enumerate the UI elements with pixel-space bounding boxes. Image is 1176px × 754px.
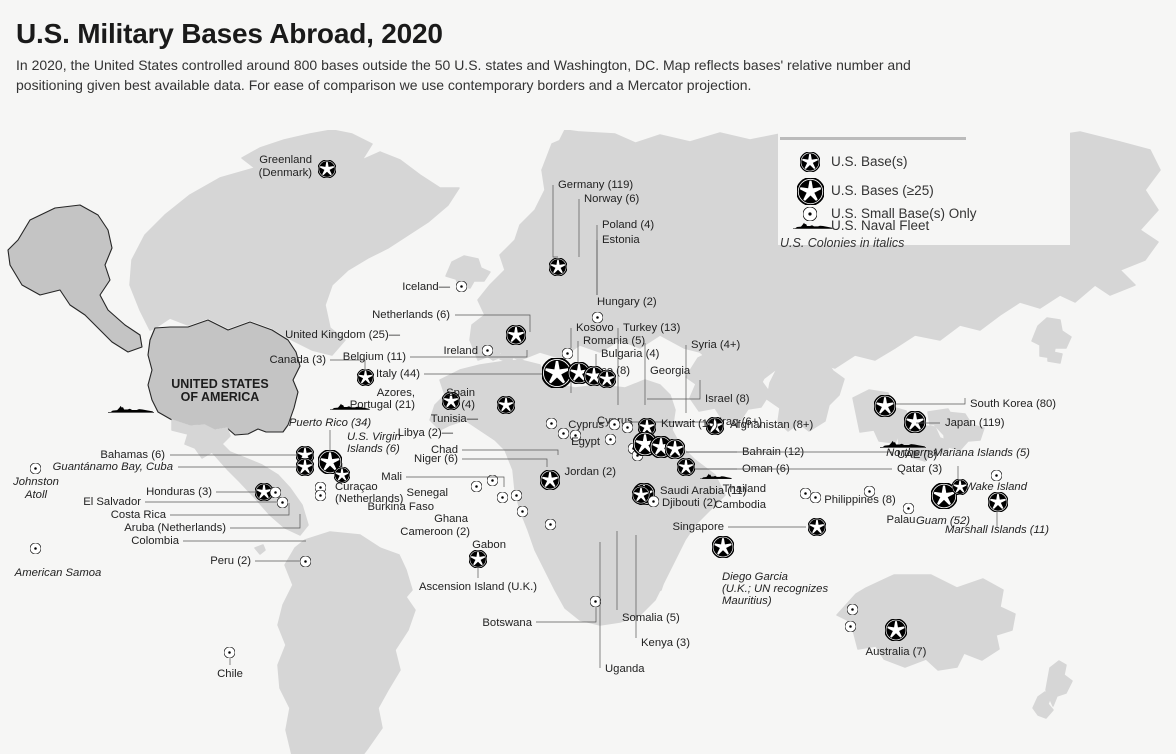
svg-text:Netherlands (6): Netherlands (6) bbox=[372, 309, 450, 321]
svg-text:Guantánamo Bay, Cuba: Guantánamo Bay, Cuba bbox=[53, 461, 173, 473]
svg-text:Peru (2): Peru (2) bbox=[210, 555, 251, 567]
svg-text:Kuwait (10): Kuwait (10) bbox=[661, 418, 718, 430]
svg-text:Chile: Chile bbox=[217, 668, 243, 680]
svg-text:Greenland: Greenland bbox=[259, 154, 312, 166]
svg-text:Israel (8): Israel (8) bbox=[705, 393, 750, 405]
svg-text:Wake Island: Wake Island bbox=[965, 481, 1028, 493]
svg-text:U.S. Colonies in italics: U.S. Colonies in italics bbox=[780, 236, 904, 250]
svg-text:U.S. Virgin: U.S. Virgin bbox=[347, 431, 401, 443]
svg-text:Ireland: Ireland bbox=[443, 345, 478, 357]
svg-text:Philippines (8): Philippines (8) bbox=[824, 494, 896, 506]
svg-text:Diego Garcia: Diego Garcia bbox=[722, 571, 788, 583]
svg-text:Gabon: Gabon bbox=[472, 539, 506, 551]
svg-text:Palau: Palau bbox=[887, 514, 916, 526]
svg-text:Honduras (3): Honduras (3) bbox=[146, 486, 212, 498]
svg-text:U.S. Base(s): U.S. Base(s) bbox=[831, 154, 908, 169]
svg-text:Ascension Island (U.K.): Ascension Island (U.K.) bbox=[419, 581, 537, 593]
svg-text:Libya (2)—: Libya (2)— bbox=[398, 427, 454, 439]
svg-text:Iceland—: Iceland— bbox=[402, 281, 450, 293]
svg-text:Tunisia—: Tunisia— bbox=[431, 413, 479, 425]
svg-text:OF AMERICA: OF AMERICA bbox=[181, 390, 260, 404]
svg-text:Puerto Rico (34): Puerto Rico (34) bbox=[289, 417, 371, 429]
svg-text:El Salvador: El Salvador bbox=[83, 496, 141, 508]
svg-text:U.S. Bases (≥25): U.S. Bases (≥25) bbox=[831, 183, 934, 198]
svg-text:Poland (4): Poland (4) bbox=[602, 219, 654, 231]
svg-text:Senegal: Senegal bbox=[407, 487, 448, 499]
svg-text:Egypt: Egypt bbox=[571, 436, 601, 448]
svg-text:Niger (6): Niger (6) bbox=[414, 453, 458, 465]
svg-text:Mali: Mali bbox=[381, 471, 402, 483]
svg-text:Burkina Faso: Burkina Faso bbox=[367, 501, 434, 513]
svg-text:Northern Mariana Islands (5): Northern Mariana Islands (5) bbox=[886, 447, 1030, 459]
svg-text:Kenya (3): Kenya (3) bbox=[641, 637, 690, 649]
svg-text:Jordan (2): Jordan (2) bbox=[565, 466, 617, 478]
svg-text:Cameroon (2): Cameroon (2) bbox=[400, 526, 470, 538]
svg-text:Azores,: Azores, bbox=[377, 387, 415, 399]
svg-text:Bulgaria (4): Bulgaria (4) bbox=[601, 348, 660, 360]
svg-text:Curaçao: Curaçao bbox=[335, 481, 378, 493]
svg-text:Atoll: Atoll bbox=[24, 489, 47, 501]
svg-text:Afghanistan (8+): Afghanistan (8+) bbox=[730, 419, 813, 431]
svg-text:Belgium (11): Belgium (11) bbox=[343, 351, 406, 363]
svg-text:Aruba (Netherlands): Aruba (Netherlands) bbox=[124, 522, 226, 534]
svg-text:Qatar (3): Qatar (3) bbox=[897, 463, 942, 475]
svg-text:Hungary (2): Hungary (2) bbox=[597, 296, 657, 308]
svg-text:UNITED STATES: UNITED STATES bbox=[171, 377, 268, 391]
svg-text:Cambodia: Cambodia bbox=[715, 499, 767, 511]
svg-text:United Kingdom (25)—: United Kingdom (25)— bbox=[285, 329, 401, 341]
svg-text:Romania (5): Romania (5) bbox=[583, 335, 645, 347]
svg-text:Bahamas (6): Bahamas (6) bbox=[100, 449, 165, 461]
svg-text:Uganda: Uganda bbox=[605, 663, 645, 675]
svg-text:Australia (7): Australia (7) bbox=[866, 646, 927, 658]
svg-text:(U.K.; UN recognizes: (U.K.; UN recognizes bbox=[722, 583, 828, 595]
svg-text:Estonia: Estonia bbox=[602, 234, 640, 246]
svg-text:Islands (6): Islands (6) bbox=[347, 443, 400, 455]
svg-text:Cyprus: Cyprus bbox=[568, 419, 604, 431]
svg-text:Italy (44): Italy (44) bbox=[376, 368, 420, 380]
svg-text:Germany (119): Germany (119) bbox=[558, 179, 633, 191]
svg-text:Canada (3): Canada (3) bbox=[269, 354, 326, 366]
svg-text:Ghana: Ghana bbox=[434, 513, 469, 525]
svg-text:Spain: Spain bbox=[446, 387, 475, 399]
svg-text:Djibouti (2): Djibouti (2) bbox=[662, 497, 717, 509]
svg-text:Kosovo: Kosovo bbox=[576, 322, 614, 334]
svg-text:(Denmark): (Denmark) bbox=[259, 167, 313, 179]
svg-text:Mauritius): Mauritius) bbox=[722, 595, 772, 607]
svg-text:Singapore: Singapore bbox=[672, 521, 724, 533]
svg-text:Turkey (13): Turkey (13) bbox=[623, 322, 681, 334]
svg-text:U.S. Naval Fleet: U.S. Naval Fleet bbox=[831, 218, 930, 233]
svg-text:Norway (6): Norway (6) bbox=[584, 193, 639, 205]
svg-text:Somalia (5): Somalia (5) bbox=[622, 612, 680, 624]
svg-text:Botswana: Botswana bbox=[482, 617, 532, 629]
svg-text:Costa Rica: Costa Rica bbox=[111, 509, 167, 521]
svg-text:Marshall Islands (11): Marshall Islands (11) bbox=[945, 524, 1049, 536]
svg-text:Georgia: Georgia bbox=[650, 365, 691, 377]
svg-text:Thailand: Thailand bbox=[723, 483, 766, 495]
svg-text:Johnston: Johnston bbox=[12, 476, 59, 488]
svg-text:Japan (119): Japan (119) bbox=[945, 417, 1005, 429]
svg-text:South Korea (80): South Korea (80) bbox=[970, 398, 1056, 410]
svg-text:Syria (4+): Syria (4+) bbox=[691, 339, 741, 351]
svg-text:Portugal (21): Portugal (21) bbox=[350, 399, 416, 411]
svg-text:American Samoa: American Samoa bbox=[14, 567, 102, 579]
svg-text:Colombia: Colombia bbox=[131, 535, 179, 547]
svg-text:(4): (4) bbox=[461, 399, 475, 411]
